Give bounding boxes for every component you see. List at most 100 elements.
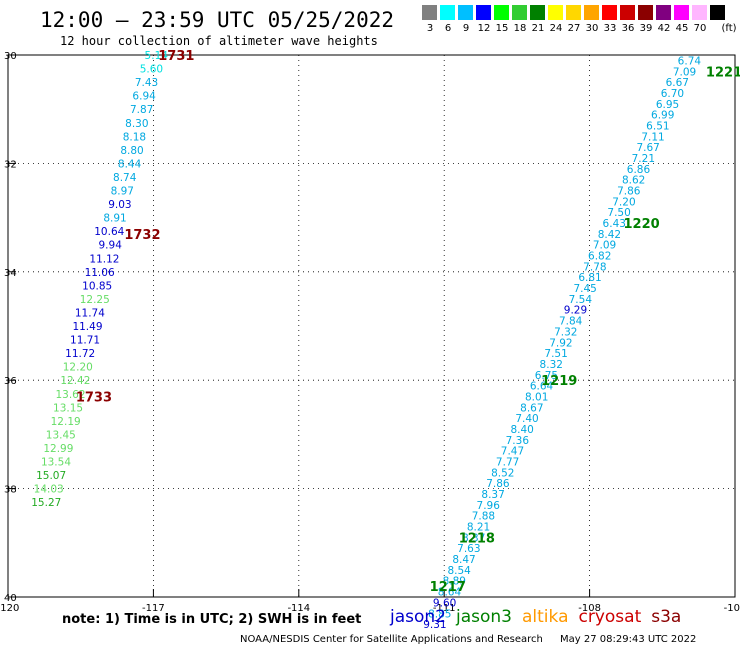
legend-swatch <box>674 5 689 20</box>
page-subtitle: 12 hour collection of altimeter wave hei… <box>60 34 378 48</box>
lat-label: 36 <box>4 376 17 387</box>
wave-height-point: 7.50 <box>607 207 630 219</box>
wave-height-point: 6.75 <box>535 370 558 382</box>
wave-height-point: 11.06 <box>85 267 115 279</box>
wave-height-point: 8.85 <box>428 608 451 620</box>
wave-height-point: 8.64 <box>438 587 462 599</box>
wave-height-point: 12.99 <box>43 443 73 455</box>
satellite-name-jason2: jason2 <box>390 607 446 627</box>
wave-height-point: 7.36 <box>506 435 530 447</box>
legend-tick-label: 42 <box>657 23 671 34</box>
wave-height-point: 11.12 <box>89 253 119 265</box>
wave-height-point: 12.25 <box>80 294 110 306</box>
wave-height-point: 6.70 <box>661 88 684 100</box>
lon-label: -114 <box>287 603 310 614</box>
wave-height-point: 7.20 <box>612 196 635 208</box>
wave-height-point: 5.60 <box>140 64 163 76</box>
legend-tick-label: 33 <box>603 23 617 34</box>
wave-height-point: 6.74 <box>678 55 702 67</box>
wave-height-point: 8.01 <box>525 391 548 403</box>
legend-tick-label: 9 <box>462 23 470 34</box>
credit-timestamp: May 27 08:29:43 UTC 2022 <box>556 634 697 645</box>
wave-height-point: 8.80 <box>120 145 143 157</box>
lat-label: 34 <box>4 268 17 279</box>
lon-label: -117 <box>142 603 165 614</box>
wave-height-point: 7.86 <box>617 186 641 198</box>
legend-swatch <box>566 5 581 20</box>
lon-label: -108 <box>578 603 601 614</box>
wave-height-point: 12.19 <box>51 416 81 428</box>
wave-height-point: 6.95 <box>656 99 679 111</box>
legend-tick-label: 36 <box>621 23 635 34</box>
pass-time-label: 1217 <box>430 580 466 595</box>
wave-height-point: 8.52 <box>491 467 514 479</box>
wave-height-point: 7.51 <box>544 348 567 360</box>
lat-label: 40 <box>4 593 17 604</box>
lat-label: 32 <box>4 159 17 170</box>
lat-label: 30 <box>4 51 17 62</box>
legend-swatch <box>494 5 509 20</box>
legend-swatch <box>584 5 599 20</box>
wave-height-point: 8.32 <box>540 359 563 371</box>
wave-height-point: 8.37 <box>462 532 485 544</box>
legend-swatch <box>602 5 617 20</box>
legend-swatch <box>548 5 563 20</box>
wave-height-point: 6.43 <box>603 218 626 230</box>
satellite-name-s3a: s3a <box>651 607 682 627</box>
wave-height-point: 7.21 <box>632 153 655 165</box>
wave-height-point: 7.09 <box>673 66 696 78</box>
legend-tick-label: 39 <box>639 23 653 34</box>
wave-height-point: 8.54 <box>447 565 471 577</box>
pass-time-label: 1218 <box>459 531 495 546</box>
legend-swatch <box>530 5 545 20</box>
legend-swatch <box>638 5 653 20</box>
wave-height-point: 8.30 <box>125 118 148 130</box>
wave-height-point: 9.29 <box>564 305 587 317</box>
wave-height-point: 5.14 <box>145 50 169 62</box>
wave-height-point: 13.45 <box>46 429 76 441</box>
wave-height-point: 7.92 <box>549 337 572 349</box>
wave-height-point: 7.78 <box>583 261 606 273</box>
wave-height-point: 7.40 <box>515 413 538 425</box>
wave-height-point: 7.32 <box>554 326 577 338</box>
wave-height-point: 11.71 <box>70 335 100 347</box>
lat-label: 38 <box>4 485 17 496</box>
wave-height-point: 13.15 <box>53 402 83 414</box>
wave-height-point: 7.88 <box>472 511 495 523</box>
satellite-name-jason3: jason3 <box>456 607 512 627</box>
footer-note: note: 1) Time is in UTC; 2) SWH is in fe… <box>62 612 362 627</box>
wave-height-point: 14.03 <box>34 484 64 496</box>
wave-height-point: 7.54 <box>569 294 593 306</box>
wave-height-point: 8.97 <box>111 186 134 198</box>
wave-height-point: 8.91 <box>103 213 126 225</box>
legend-swatch <box>710 5 725 20</box>
satellite-name-cryosat: cryosat <box>578 607 642 627</box>
wave-height-point: 6.86 <box>627 164 651 176</box>
wave-height-point: 15.07 <box>36 470 66 482</box>
map-frame <box>7 54 736 598</box>
legend-tick-label: 12 <box>477 23 491 34</box>
wave-height-point: 7.77 <box>496 457 519 469</box>
wave-height-point: 11.74 <box>75 307 105 319</box>
wave-height-point: 15.27 <box>31 497 61 509</box>
wave-height-point: 8.40 <box>510 424 533 436</box>
pass-time-label: 1732 <box>124 228 160 243</box>
satellite-name-altika: altika <box>522 607 569 627</box>
wave-height-point: 8.21 <box>467 522 490 534</box>
wave-height-point: 10.64 <box>94 226 124 238</box>
wave-height-point: 7.11 <box>641 131 664 143</box>
wave-height-point: 11.72 <box>65 348 95 360</box>
lon-label: -120 <box>0 603 19 614</box>
wave-height-point: 11.49 <box>72 321 102 333</box>
wave-height-point: 9.31 <box>423 619 446 631</box>
wave-height-point: 8.18 <box>123 131 146 143</box>
legend-tick-label: 21 <box>531 23 545 34</box>
wave-height-point: 8.47 <box>452 554 475 566</box>
satellite-legend: jason2 jason3 altika cryosat s3a <box>390 607 691 627</box>
wave-height-point: 7.96 <box>477 500 501 512</box>
legend-tick-label: 3 <box>426 23 434 34</box>
wave-height-point: 8.89 <box>443 576 466 588</box>
wave-height-point: 8.74 <box>113 172 137 184</box>
credit-org: NOAA/NESDIS Center for Satellite Applica… <box>240 634 543 645</box>
wave-height-point: 12.20 <box>63 362 93 374</box>
